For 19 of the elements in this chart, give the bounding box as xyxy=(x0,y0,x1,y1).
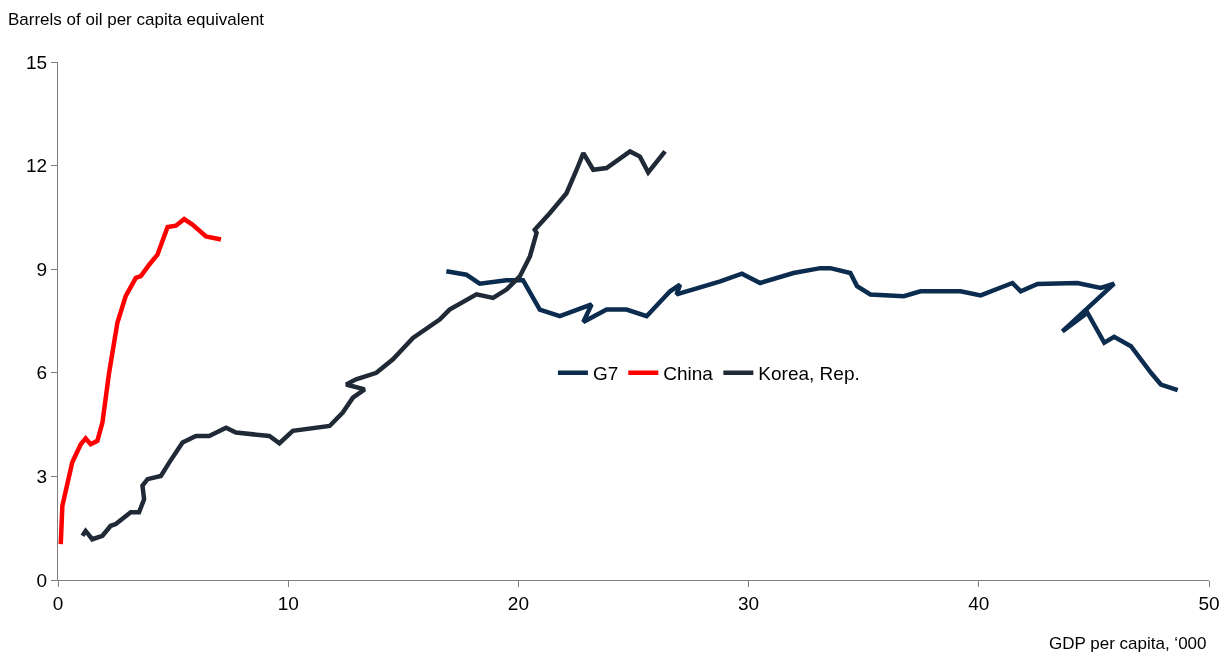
y-tick-label: 0 xyxy=(36,569,48,591)
x-tick-label: 0 xyxy=(52,592,64,614)
line-series xyxy=(58,216,224,547)
legend-label: China xyxy=(663,363,714,385)
y-tick-label: 3 xyxy=(36,466,48,488)
x-tick-label: 30 xyxy=(738,592,760,614)
x-tick-label: 10 xyxy=(277,592,299,614)
x-tick-label: 40 xyxy=(968,592,990,614)
y-axis-title: Barrels of oil per capita equivalent xyxy=(8,10,265,29)
y-tick-label: 9 xyxy=(36,258,48,280)
line-series xyxy=(444,265,1180,393)
legend-label: G7 xyxy=(592,363,619,385)
x-axis-title: GDP per capita, ‘000 xyxy=(1049,634,1207,653)
x-tick-label: 20 xyxy=(507,592,529,614)
y-tick-label: 6 xyxy=(36,362,48,384)
y-tick-label: 12 xyxy=(26,155,48,177)
legend-label: Korea, Rep. xyxy=(758,363,860,385)
y-tick-label: 15 xyxy=(26,51,48,73)
x-tick-label: 50 xyxy=(1198,592,1220,614)
